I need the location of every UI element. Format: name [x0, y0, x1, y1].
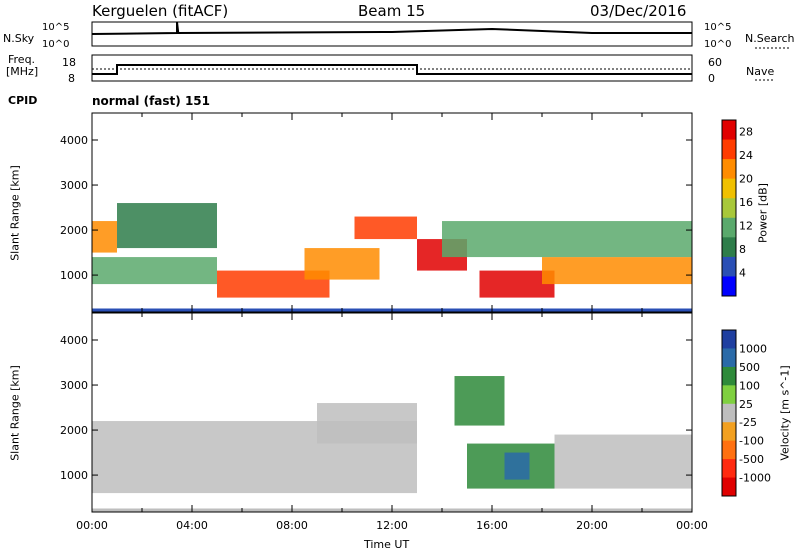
- noise-right-tick-bottom: 10^0: [704, 39, 732, 50]
- power-colorbar-segment-0: [722, 120, 736, 141]
- power-ytick-label-1: 2000: [60, 224, 88, 237]
- power-colorbar-tick-5: 24: [739, 149, 753, 162]
- power-colorbar-segment-3: [722, 178, 736, 199]
- station-title: Kerguelen (fitACF): [92, 2, 229, 20]
- velocity-colorbar-tick-4: -25: [739, 416, 757, 429]
- velocity-colorbar-segment-3: [722, 385, 736, 405]
- date-title: 03/Dec/2016: [590, 2, 687, 20]
- velocity-colorbar-segment-4: [722, 403, 736, 423]
- power-colorbar-tick-4: 20: [739, 173, 753, 186]
- power-colorbar-tick-0: 4: [739, 267, 746, 280]
- power-region-2: [92, 257, 217, 285]
- time-xlabel: Time UT: [364, 538, 410, 551]
- power-colorbar-frame: [721, 119, 737, 297]
- freq-panel-frame: [91, 54, 693, 82]
- nave-tick-top: 60: [708, 56, 722, 69]
- velocity-colorbar-tick-3: 25: [739, 398, 753, 411]
- freq-tick-top: 18: [62, 56, 76, 69]
- noise-sky-label: N.Sky: [3, 32, 35, 45]
- power-region-1: [117, 203, 217, 249]
- velocity-colorbar-tick-6: -500: [739, 453, 764, 466]
- power-colorbar-segment-7: [722, 256, 736, 277]
- power-ytick-label-2: 3000: [60, 179, 88, 192]
- cpid-label: CPID: [8, 94, 38, 107]
- power-colorbar-tick-6: 28: [739, 126, 753, 139]
- velocity-colorbar-tick-5: -100: [739, 435, 764, 448]
- time-xtick-label-3: 12:00: [376, 519, 408, 532]
- power-region-4: [304, 248, 380, 280]
- nave-label: Nave: [746, 65, 775, 78]
- velocity-colorbar-segment-6: [722, 440, 736, 460]
- power-ytick-label-3: 4000: [60, 134, 88, 147]
- velocity-ytick-label-3: 4000: [60, 334, 88, 347]
- noise-right-tick-top: 10^5: [704, 22, 732, 33]
- velocity-colorbar-frame: [721, 329, 737, 497]
- noise-search-label: N.Search: [745, 32, 795, 45]
- noise-left-tick-bottom: 10^0: [42, 39, 70, 50]
- noise-left-tick-top: 10^5: [42, 22, 70, 33]
- power-ytick-label-0: 1000: [60, 269, 88, 282]
- power-region-0: [92, 221, 117, 253]
- beam-title: Beam 15: [358, 2, 426, 20]
- velocity-colorbar-tick-2: 100: [739, 379, 760, 392]
- power-region-5: [354, 216, 417, 240]
- power-colorbar-segment-4: [722, 198, 736, 219]
- velocity-colorbar-segment-7: [722, 459, 736, 479]
- velocity-colorbar-segment-2: [722, 366, 736, 386]
- time-xtick-label-4: 16:00: [476, 519, 508, 532]
- time-xtick-label-6: 00:00: [676, 519, 708, 532]
- power-colorbar-tick-3: 16: [739, 196, 753, 209]
- velocity-ytick-label-2: 3000: [60, 379, 88, 392]
- velocity-region-3: [554, 434, 692, 489]
- time-xtick-label-1: 04:00: [176, 519, 208, 532]
- velocity-region-1: [317, 403, 417, 444]
- power-colorbar-segment-2: [722, 159, 736, 180]
- power-colorbar-tick-1: 8: [739, 243, 746, 256]
- power-colorbar-segment-8: [722, 276, 736, 297]
- velocity-colorbar-segment-1: [722, 348, 736, 368]
- power-colorbar-segment-1: [722, 139, 736, 160]
- cpid-value: normal (fast) 151: [92, 94, 210, 108]
- velocity-region-5: [504, 452, 530, 480]
- time-xtick-label-5: 20:00: [576, 519, 608, 532]
- freq-tick-bottom: 8: [68, 72, 75, 85]
- power-region-9: [442, 221, 692, 258]
- nave-tick-bottom: 0: [708, 72, 715, 85]
- time-xtick-label-2: 08:00: [276, 519, 308, 532]
- freq-label-line2: [MHz]: [6, 65, 39, 78]
- velocity-ytick-label-1: 2000: [60, 424, 88, 437]
- velocity-colorbar-segment-8: [722, 477, 736, 497]
- velocity-colorbar-tick-0: 1000: [739, 342, 767, 355]
- noise-sky-trace: [91, 21, 692, 35]
- velocity-colorbar-segment-0: [722, 330, 736, 349]
- freq-label-line1: Freq.: [8, 53, 36, 66]
- velocity-colorbar-tick-1: 500: [739, 361, 760, 374]
- time-xtick-label-0: 00:00: [76, 519, 108, 532]
- power-region-8: [542, 257, 692, 285]
- velocity-colorbar-segment-5: [722, 422, 736, 442]
- power-colorbar-tick-2: 12: [739, 220, 753, 233]
- velocity-colorbar-tick-7: -1000: [739, 472, 771, 485]
- power-colorbar-segment-6: [722, 237, 736, 258]
- velocity-region-4: [454, 376, 505, 426]
- velocity-ytick-label-0: 1000: [60, 469, 88, 482]
- power-colorbar-segment-5: [722, 217, 736, 238]
- freq-trace: [92, 64, 692, 75]
